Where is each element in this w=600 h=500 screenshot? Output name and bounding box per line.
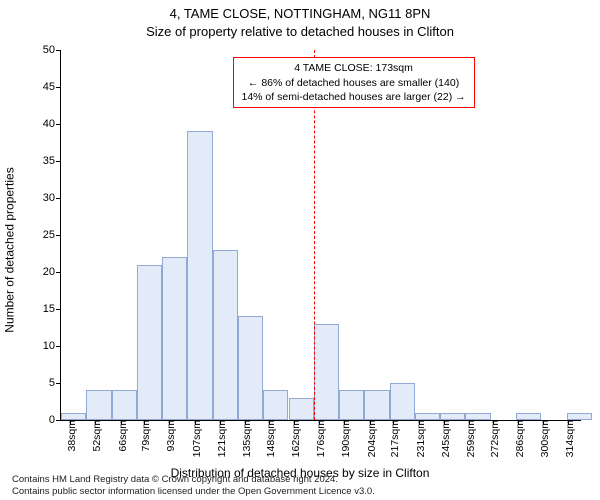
xtick-label: 107sqm [187, 420, 203, 457]
xtick-label: 176sqm [311, 420, 327, 457]
xtick-label: 204sqm [362, 420, 378, 457]
histogram-bar [390, 383, 415, 420]
ytick-label: 50 [43, 44, 61, 56]
histogram-bar [162, 257, 187, 420]
xtick-label: 272sqm [485, 420, 501, 457]
xtick-label: 148sqm [261, 420, 277, 457]
plot-area: 0510152025303540455038sqm52sqm66sqm79sqm… [60, 50, 581, 421]
ytick-label: 0 [49, 414, 61, 426]
ytick-label: 30 [43, 192, 61, 204]
ytick-label: 40 [43, 118, 61, 130]
chart-container: 4, TAME CLOSE, NOTTINGHAM, NG11 8PN Size… [0, 0, 600, 500]
annotation-box: 4 TAME CLOSE: 173sqm← 86% of detached ho… [233, 57, 475, 108]
xtick-label: 38sqm [62, 420, 78, 452]
xtick-label: 162sqm [286, 420, 302, 457]
ytick-label: 10 [43, 340, 61, 352]
histogram-bar [516, 413, 541, 420]
footer-line1: Contains HM Land Registry data © Crown c… [12, 474, 590, 486]
annotation-line: 14% of semi-detached houses are larger (… [242, 90, 466, 104]
xtick-label: 300sqm [535, 420, 551, 457]
histogram-bar [213, 250, 238, 420]
xtick-label: 259sqm [461, 420, 477, 457]
ytick-label: 35 [43, 155, 61, 167]
ytick-label: 20 [43, 266, 61, 278]
xtick-label: 190sqm [336, 420, 352, 457]
y-axis-label-wrap: Number of detached properties [0, 0, 20, 500]
histogram-bar [415, 413, 440, 420]
ytick-label: 5 [49, 377, 61, 389]
xtick-label: 217sqm [385, 420, 401, 457]
histogram-bar [440, 413, 465, 420]
histogram-bar [567, 413, 592, 420]
xtick-label: 79sqm [136, 420, 152, 452]
histogram-bar [112, 390, 137, 420]
annotation-line: 4 TAME CLOSE: 173sqm [242, 61, 466, 75]
histogram-bar [238, 316, 263, 420]
histogram-bar [289, 398, 314, 420]
footer-line2: Contains public sector information licen… [12, 486, 590, 498]
xtick-label: 314sqm [560, 420, 576, 457]
xtick-label: 135sqm [237, 420, 253, 457]
histogram-bar [314, 324, 339, 420]
histogram-bar [465, 413, 490, 420]
histogram-bar [339, 390, 364, 420]
histogram-bar [61, 413, 86, 420]
ytick-label: 15 [43, 303, 61, 315]
ytick-label: 45 [43, 81, 61, 93]
histogram-bar [86, 390, 111, 420]
footer-attribution: Contains HM Land Registry data © Crown c… [12, 474, 590, 498]
chart-title-line1: 4, TAME CLOSE, NOTTINGHAM, NG11 8PN [0, 6, 600, 21]
histogram-bar [263, 390, 288, 420]
histogram-bar [364, 390, 389, 420]
ytick-label: 25 [43, 229, 61, 241]
xtick-label: 66sqm [113, 420, 129, 452]
histogram-bar [137, 265, 162, 420]
y-axis-label: Number of detached properties [3, 167, 17, 332]
xtick-label: 93sqm [161, 420, 177, 452]
chart-title-line2: Size of property relative to detached ho… [0, 24, 600, 39]
histogram-bar [187, 131, 212, 420]
xtick-label: 231sqm [411, 420, 427, 457]
annotation-line: ← 86% of detached houses are smaller (14… [242, 76, 466, 90]
xtick-label: 52sqm [87, 420, 103, 452]
xtick-label: 286sqm [510, 420, 526, 457]
xtick-label: 121sqm [212, 420, 228, 457]
xtick-label: 245sqm [436, 420, 452, 457]
